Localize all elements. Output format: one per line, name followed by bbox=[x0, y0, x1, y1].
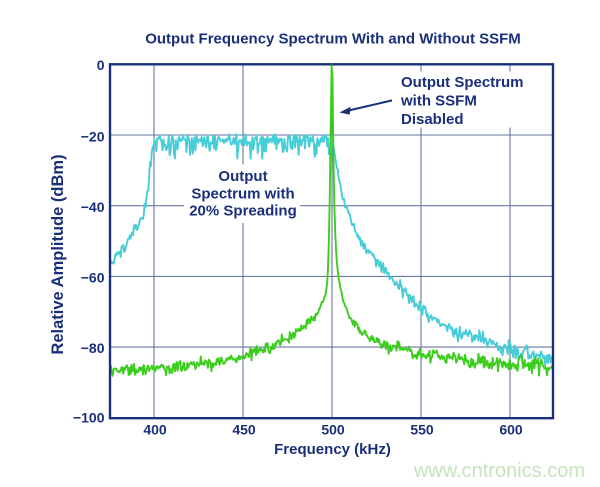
svg-text:550: 550 bbox=[410, 422, 434, 438]
svg-text:−20: −20 bbox=[81, 129, 105, 145]
svg-text:400: 400 bbox=[143, 422, 167, 438]
svg-text:500: 500 bbox=[321, 422, 345, 438]
svg-text:0: 0 bbox=[97, 57, 105, 73]
svg-text:Disabled: Disabled bbox=[401, 111, 464, 128]
svg-text:−60: −60 bbox=[81, 269, 105, 285]
svg-text:Output Spectrum: Output Spectrum bbox=[401, 74, 524, 91]
svg-text:−40: −40 bbox=[81, 199, 105, 215]
svg-text:Spectrum with: Spectrum with bbox=[191, 185, 294, 202]
svg-text:www.cntronics.com: www.cntronics.com bbox=[413, 460, 585, 482]
svg-text:−100: −100 bbox=[73, 410, 105, 426]
svg-text:with SSFM: with SSFM bbox=[400, 93, 477, 110]
svg-text:Frequency (kHz): Frequency (kHz) bbox=[274, 441, 391, 458]
svg-text:600: 600 bbox=[499, 422, 523, 438]
svg-text:450: 450 bbox=[232, 422, 256, 438]
svg-text:−80: −80 bbox=[81, 340, 105, 356]
svg-text:Output: Output bbox=[218, 168, 267, 185]
svg-text:Relative Amplitude (dBm): Relative Amplitude (dBm) bbox=[49, 154, 67, 354]
svg-text:20% Spreading: 20% Spreading bbox=[189, 203, 297, 220]
svg-text:Output Frequency Spectrum With: Output Frequency Spectrum With and Witho… bbox=[145, 31, 521, 48]
